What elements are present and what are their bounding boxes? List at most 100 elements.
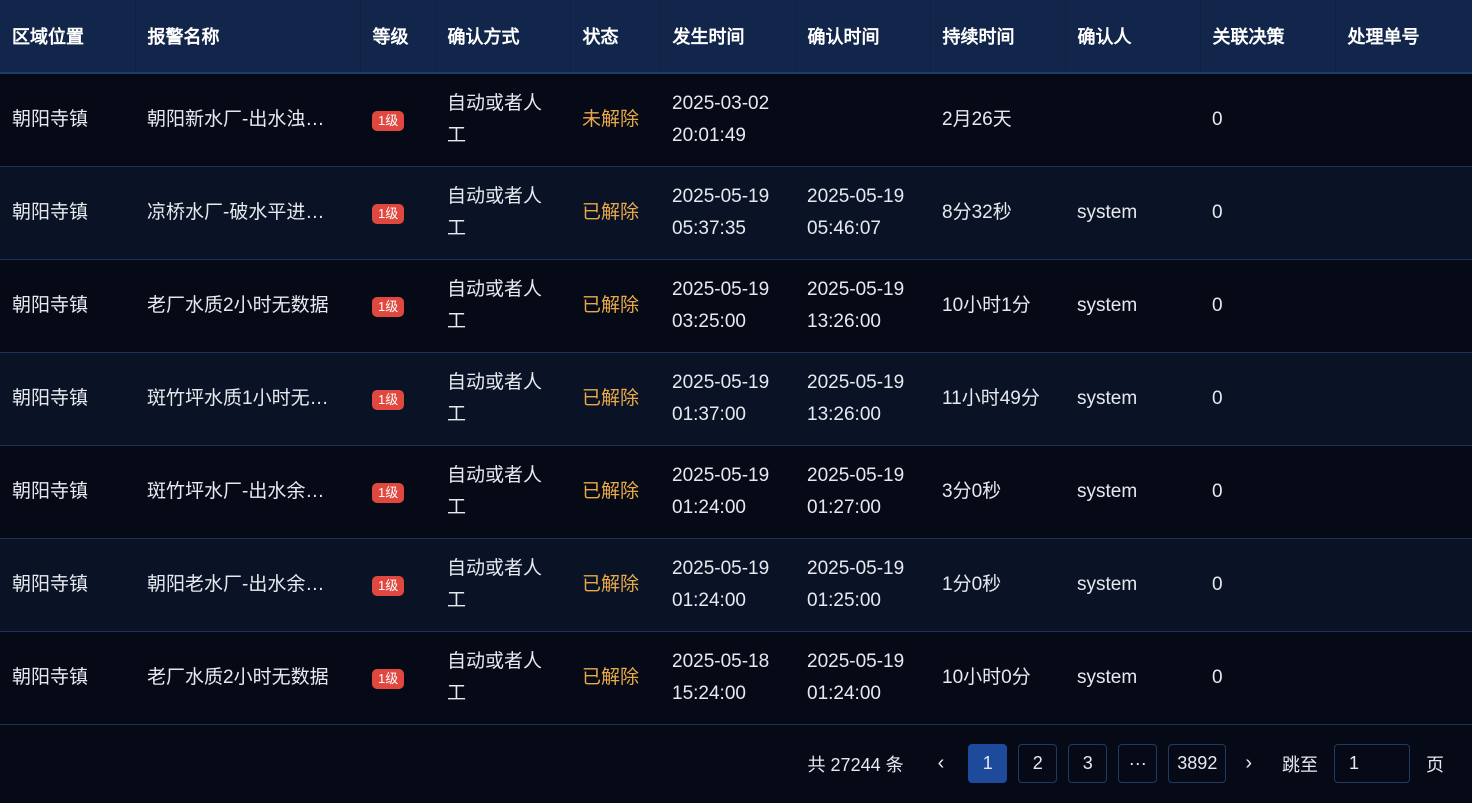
time: 01:25:00	[807, 589, 881, 611]
column-header: 区域位置	[0, 0, 136, 74]
cell-status: 未解除	[570, 73, 660, 167]
duration-text: 10小时1分	[942, 294, 1031, 316]
cell-name: 朝阳老水厂-出水余…	[135, 538, 360, 632]
time: 01:24:00	[672, 496, 746, 518]
cell-occur: 2025-05-18 15:24:00	[660, 631, 795, 725]
time: 01:37:00	[672, 403, 746, 425]
cell-confirm: 2025-05-19 13:26:00	[795, 259, 930, 353]
table-row[interactable]: 朝阳寺镇 老厂水质2小时无数据 1级 自动或者人工 已解除 2025-05-18 15:24…	[0, 631, 1472, 725]
time: 01:24:00	[807, 682, 881, 704]
confirmer-text: system	[1077, 480, 1138, 502]
page-button[interactable]: 1	[968, 744, 1008, 783]
column-header: 发生时间	[660, 0, 796, 74]
cell-name: 朝阳新水厂-出水浊…	[135, 73, 360, 167]
table-row[interactable]: 朝阳寺镇 凉桥水厂-破水平进… 1级 自动或者人工 已解除 2025-05-19 05:37…	[0, 166, 1472, 260]
status-text: 已解除	[582, 387, 640, 409]
name-text: 朝阳老水厂-出水余…	[147, 573, 325, 595]
method-text: 自动或者人工	[447, 650, 543, 704]
cell-method: 自动或者人工	[435, 259, 570, 353]
method-text: 自动或者人工	[447, 371, 543, 425]
cell-ticket	[1335, 352, 1472, 446]
page-button[interactable]: 3892	[1168, 744, 1227, 783]
time: 05:37:35	[672, 217, 746, 239]
table-row[interactable]: 朝阳寺镇 朝阳老水厂-出水余… 1级 自动或者人工 已解除 2025-05-19 01:24…	[0, 538, 1472, 632]
page-suffix: 页	[1426, 754, 1444, 775]
cell-area: 朝阳寺镇	[0, 259, 135, 353]
confirmer-text: system	[1077, 573, 1138, 595]
cell-method: 自动或者人工	[435, 73, 570, 167]
status-text: 已解除	[582, 666, 640, 688]
time: 05:46:07	[807, 217, 881, 239]
cell-confirm: 2025-05-19 01:24:00	[795, 631, 930, 725]
date: 2025-05-19	[807, 557, 905, 579]
table-row[interactable]: 朝阳寺镇 朝阳新水厂-出水浊… 1级 自动或者人工 未解除 2025-03-02 20:01…	[0, 73, 1472, 167]
level-badge: 1级	[372, 203, 405, 224]
time: 01:24:00	[672, 589, 746, 611]
name-text: 老厂水质2小时无数据	[147, 294, 329, 316]
cell-area: 朝阳寺镇	[0, 166, 135, 260]
cell-ticket	[1335, 259, 1472, 353]
cell-decision: 0	[1200, 631, 1335, 725]
cell-name: 斑竹坪水质1小时无…	[135, 352, 360, 446]
chevron-left-icon[interactable]: ‹	[937, 752, 945, 774]
date: 2025-05-19	[807, 371, 905, 393]
cell-area: 朝阳寺镇	[0, 445, 135, 539]
confirmer-text: system	[1077, 387, 1138, 409]
cell-duration: 1分0秒	[930, 538, 1065, 632]
cell-confirm	[795, 73, 930, 167]
cell-confirmer: system	[1065, 259, 1200, 353]
jump-page-input[interactable]	[1334, 744, 1410, 783]
area-text: 朝阳寺镇	[12, 666, 89, 688]
cell-confirm: 2025-05-19 05:46:07	[795, 166, 930, 260]
column-header: 持续时间	[930, 0, 1066, 74]
cell-ticket	[1335, 538, 1472, 632]
table-row[interactable]: 朝阳寺镇 斑竹坪水厂-出水余… 1级 自动或者人工 已解除 2025-05-19 01:24…	[0, 445, 1472, 539]
page-button[interactable]: 3	[1068, 744, 1108, 783]
cell-status: 已解除	[570, 631, 660, 725]
level-badge: 1级	[372, 110, 405, 131]
date: 2025-05-19	[672, 185, 770, 207]
cell-method: 自动或者人工	[435, 445, 570, 539]
column-header: 关联决策	[1200, 0, 1336, 74]
method-text: 自动或者人工	[447, 92, 543, 146]
date: 2025-05-19	[672, 278, 770, 300]
page-button[interactable]: 2	[1018, 744, 1058, 783]
area-text: 朝阳寺镇	[12, 294, 89, 316]
time: 20:01:49	[672, 124, 746, 146]
cell-occur: 2025-05-19 01:24:00	[660, 538, 795, 632]
more-pages-button[interactable]: ···	[1118, 744, 1158, 783]
cell-confirm: 2025-05-19 01:25:00	[795, 538, 930, 632]
cell-confirm: 2025-05-19 13:26:00	[795, 352, 930, 446]
cell-occur: 2025-05-19 01:37:00	[660, 352, 795, 446]
area-text: 朝阳寺镇	[12, 480, 89, 502]
duration-text: 1分0秒	[942, 573, 1002, 595]
column-header: 确认人	[1065, 0, 1201, 74]
method-text: 自动或者人工	[447, 557, 543, 611]
method-text: 自动或者人工	[447, 278, 543, 332]
date: 2025-05-19	[672, 464, 770, 486]
pagination: 共 27244 条 ‹ 123 ··· 3892 › 跳至 页	[0, 725, 1472, 803]
chevron-right-icon[interactable]: ›	[1245, 752, 1252, 774]
decision-text: 0	[1212, 387, 1223, 409]
method-text: 自动或者人工	[447, 464, 543, 518]
decision-text: 0	[1212, 294, 1223, 316]
date: 2025-05-19	[807, 278, 905, 300]
name-text: 斑竹坪水厂-出水余…	[147, 480, 325, 502]
name-text: 凉桥水厂-破水平进…	[147, 201, 325, 223]
cell-name: 凉桥水厂-破水平进…	[135, 166, 360, 260]
cell-name: 斑竹坪水厂-出水余…	[135, 445, 360, 539]
duration-text: 10小时0分	[942, 666, 1031, 688]
cell-level: 1级	[360, 631, 435, 725]
table-row[interactable]: 朝阳寺镇 老厂水质2小时无数据 1级 自动或者人工 已解除 2025-05-19 03:25…	[0, 259, 1472, 353]
cell-level: 1级	[360, 259, 435, 353]
cell-duration: 2月26天	[930, 73, 1065, 167]
area-text: 朝阳寺镇	[12, 573, 89, 595]
level-badge: 1级	[372, 389, 405, 410]
date: 2025-05-19	[807, 185, 905, 207]
cell-confirmer: system	[1065, 538, 1200, 632]
total-count: 共 27244 条	[807, 754, 904, 775]
cell-decision: 0	[1200, 259, 1335, 353]
table-row[interactable]: 朝阳寺镇 斑竹坪水质1小时无… 1级 自动或者人工 已解除 2025-05-19 01:37…	[0, 352, 1472, 446]
cell-decision: 0	[1200, 538, 1335, 632]
cell-confirmer: system	[1065, 445, 1200, 539]
